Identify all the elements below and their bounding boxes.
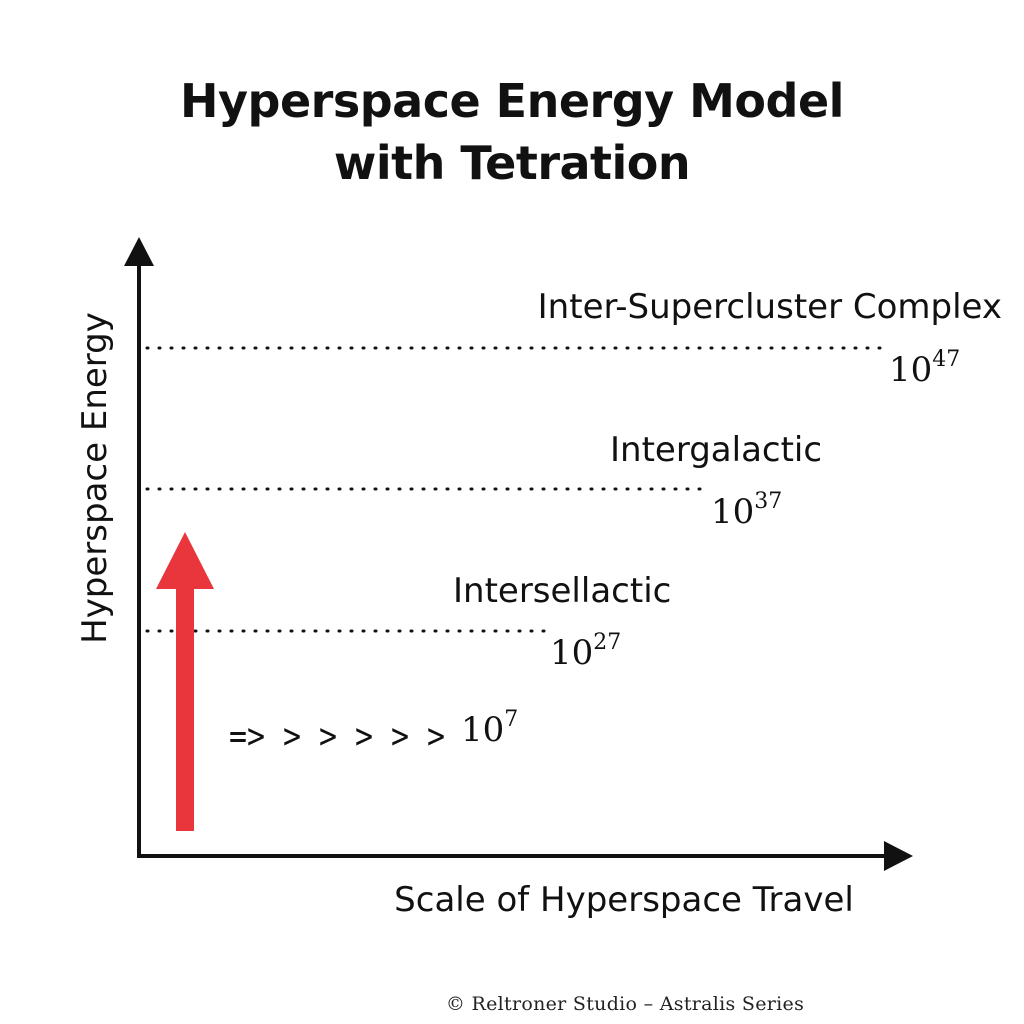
level-value-base: 10 bbox=[550, 633, 593, 673]
level-value-exponent: 37 bbox=[754, 489, 782, 514]
y-axis-label: Hyperspace Energy bbox=[75, 312, 115, 644]
level-label: Intergalactic bbox=[610, 430, 822, 470]
x-axis-arrowhead bbox=[884, 841, 913, 871]
x-axis-label: Scale of Hyperspace Travel bbox=[394, 880, 854, 920]
level-label: Inter-Supercluster Complex bbox=[538, 287, 1002, 327]
level-value: 1027 bbox=[550, 630, 621, 673]
chevron-sequence: => > > > > > bbox=[229, 716, 445, 757]
start-value-base: 10 bbox=[461, 710, 504, 750]
y-axis-arrowhead bbox=[124, 237, 154, 266]
start-value: 107 bbox=[461, 707, 518, 750]
start-level: => > > > > > 107 bbox=[229, 707, 518, 757]
copyright-notice: © Reltroner Studio – Astralis Series bbox=[445, 993, 805, 1015]
red-energy-arrow bbox=[156, 532, 214, 831]
red-arrow-head bbox=[156, 532, 214, 589]
diagram-title: Hyperspace Energy Model with Tetration bbox=[0, 70, 1024, 194]
title-line-1: Hyperspace Energy Model bbox=[180, 74, 844, 128]
level-inter-supercluster: Inter-Supercluster Complex 1047 bbox=[145, 287, 1002, 390]
level-value-base: 10 bbox=[711, 492, 754, 532]
level-value: 1037 bbox=[711, 489, 782, 532]
level-value-exponent: 27 bbox=[593, 630, 621, 655]
title-line-2: with Tetration bbox=[333, 136, 691, 190]
level-intersellactic: Intersellactic 1027 bbox=[145, 571, 671, 673]
level-value-base: 10 bbox=[889, 350, 932, 390]
level-value: 1047 bbox=[889, 347, 960, 390]
level-label: Intersellactic bbox=[453, 571, 671, 611]
level-value-exponent: 47 bbox=[932, 347, 960, 372]
red-arrow-shaft bbox=[176, 582, 194, 831]
start-value-exponent: 7 bbox=[504, 707, 518, 732]
level-intergalactic: Intergalactic 1037 bbox=[145, 430, 822, 532]
